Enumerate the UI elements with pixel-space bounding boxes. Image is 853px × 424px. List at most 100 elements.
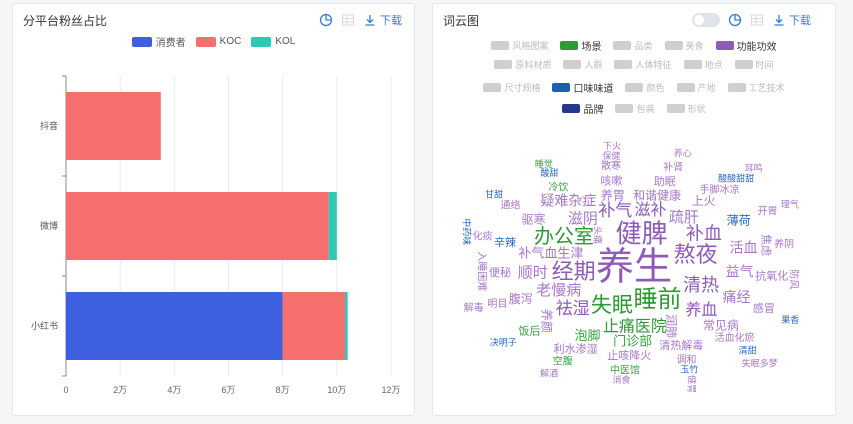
word-cloud-word[interactable]: 顺时	[518, 264, 548, 281]
tag-toggle[interactable]: 风格图案	[491, 38, 548, 53]
tag-toggle[interactable]: 产地	[676, 80, 716, 95]
word-cloud-word[interactable]: 活血	[729, 240, 757, 256]
word-cloud-word[interactable]: 办公室	[534, 225, 594, 248]
word-cloud-word[interactable]: 抗氧化	[755, 269, 788, 283]
bar-segment-KOL[interactable]	[328, 192, 337, 260]
word-cloud-word[interactable]: 咳嗽	[600, 173, 622, 187]
word-cloud-word[interactable]: 空腹	[553, 355, 573, 368]
word-cloud-word[interactable]: 甘甜	[485, 188, 503, 199]
pie-chart-icon[interactable]	[319, 13, 333, 27]
word-cloud-word[interactable]: 焦虑	[759, 234, 772, 256]
word-cloud-word[interactable]: 散寒	[601, 159, 621, 172]
word-cloud-word[interactable]: 经期	[552, 259, 596, 284]
word-cloud-word[interactable]: 中药味	[461, 218, 472, 245]
bar-segment-KOC[interactable]	[282, 292, 345, 360]
word-cloud-word[interactable]: 消食	[613, 374, 631, 385]
word-cloud-word[interactable]: 酸甜	[540, 167, 558, 178]
word-cloud-word[interactable]: 滋补	[634, 201, 666, 219]
word-cloud-word[interactable]: 开胃	[758, 205, 778, 217]
pie-chart-icon[interactable]	[728, 13, 742, 27]
download-button[interactable]: 下载	[363, 12, 402, 28]
word-cloud-word[interactable]: 益气	[726, 264, 754, 280]
word-cloud-word[interactable]: 门诊部	[613, 333, 652, 348]
table-icon[interactable]	[750, 13, 764, 27]
word-cloud-word[interactable]: 清甜	[739, 344, 757, 355]
bar-segment-消费者[interactable]	[66, 292, 283, 360]
word-cloud-word[interactable]: 养生	[596, 247, 672, 289]
word-cloud-word[interactable]: 调和	[676, 354, 696, 366]
word-cloud-word[interactable]: 冷饮	[548, 180, 568, 193]
word-cloud-word[interactable]: 止痛医院	[603, 318, 667, 336]
word-cloud-word[interactable]: 疑难杂症	[540, 192, 596, 208]
word-cloud-word[interactable]: 下火	[603, 141, 621, 151]
word-cloud-word[interactable]: 化痰	[473, 230, 493, 243]
word-cloud-word[interactable]: 助眠	[654, 174, 676, 188]
word-cloud-word[interactable]: 滋阴	[568, 210, 598, 227]
tag-toggle[interactable]: 美食	[664, 38, 704, 53]
tag-toggle[interactable]: 形状	[666, 101, 706, 116]
word-cloud-word[interactable]: 解酒	[540, 368, 558, 379]
word-cloud-word[interactable]: 养心	[674, 148, 692, 159]
word-cloud-word[interactable]: 腹泻	[509, 292, 533, 306]
word-cloud-word[interactable]: 酸酸甜甜	[718, 173, 754, 184]
tag-toggle[interactable]: 品类	[613, 38, 653, 53]
word-cloud-word[interactable]: 补血	[686, 224, 722, 244]
tag-toggle[interactable]: 颜色	[625, 80, 665, 95]
word-cloud-word[interactable]: 辛辣	[494, 235, 516, 249]
word-cloud-word[interactable]: 明目	[487, 298, 507, 310]
tag-toggle[interactable]: 地点	[683, 58, 723, 71]
word-cloud-word[interactable]: 清热解毒	[659, 338, 703, 352]
word-cloud-word[interactable]: 养血	[685, 301, 717, 319]
word-cloud-word[interactable]: 头痛	[593, 226, 604, 244]
word-cloud-word[interactable]: 补肾	[663, 161, 683, 174]
tag-toggle[interactable]: 尺寸规格	[483, 80, 540, 95]
bar-segment-KOC[interactable]	[66, 192, 329, 260]
tag-toggle[interactable]: 工艺技术	[727, 80, 785, 95]
word-cloud-word[interactable]: 上火	[692, 194, 716, 208]
word-cloud-word[interactable]: 失眠多梦	[742, 357, 778, 368]
word-cloud-word[interactable]: 理气	[781, 199, 799, 210]
word-cloud-word[interactable]: 补气血生津	[518, 246, 583, 261]
bar-segment-KOC[interactable]	[66, 92, 161, 160]
legend-item-consumer[interactable]: 消费者	[131, 34, 186, 49]
word-cloud-word[interactable]: 清热	[683, 275, 719, 295]
table-icon[interactable]	[341, 13, 355, 27]
word-cloud-word[interactable]: 便秘	[489, 265, 511, 279]
word-cloud-word[interactable]: 睡觉	[535, 158, 553, 169]
word-cloud-word[interactable]: 玉竹	[680, 364, 698, 375]
word-cloud-word[interactable]: 健脾	[616, 219, 668, 249]
word-cloud-word[interactable]: 润肺	[664, 314, 678, 338]
word-cloud-word[interactable]: 通络	[501, 199, 521, 212]
legend-item-kol[interactable]: KOL	[251, 34, 295, 49]
word-cloud-word[interactable]: 感冒	[753, 302, 775, 315]
word-cloud-word[interactable]: 薄荷	[727, 212, 751, 227]
word-cloud-word[interactable]: 熬夜	[674, 242, 718, 267]
tag-toggle[interactable]: 原料材质	[494, 58, 551, 71]
word-cloud-word[interactable]: 养阴	[774, 238, 794, 251]
word-cloud-word[interactable]: 泡脚	[575, 328, 601, 343]
word-cloud-word[interactable]: 常见病	[703, 318, 739, 333]
word-cloud-word[interactable]: 利水渗湿	[554, 341, 598, 355]
tag-toggle[interactable]: 品牌	[562, 101, 603, 116]
word-cloud-word[interactable]: 养颜	[539, 309, 554, 333]
word-cloud-word[interactable]: 保健	[602, 150, 620, 161]
word-cloud-word[interactable]: 失眠	[591, 294, 633, 317]
word-cloud-word[interactable]: 耳鸣	[745, 162, 763, 173]
word-cloud-word[interactable]: 睡前	[634, 286, 682, 313]
word-cloud-word[interactable]: 手脚冰凉	[699, 183, 739, 196]
word-cloud-word[interactable]: 决明子	[490, 337, 517, 348]
word-cloud-word[interactable]: 活血化瘀	[715, 331, 755, 344]
tag-toggle[interactable]: 口味味道	[552, 80, 613, 95]
tag-toggle[interactable]: 包装	[615, 101, 655, 116]
word-cloud-word[interactable]: 止咳降火	[607, 348, 651, 362]
legend-item-koc[interactable]: KOC	[195, 34, 241, 49]
word-cloud-word[interactable]: 防风	[788, 269, 801, 289]
word-cloud-word[interactable]: 果香	[781, 315, 799, 325]
word-cloud-word[interactable]: 老慢病	[536, 282, 581, 299]
download-button[interactable]: 下载	[772, 12, 811, 28]
tag-toggle[interactable]: 人体特征	[614, 58, 672, 71]
tag-toggle[interactable]: 功能功效	[715, 38, 777, 53]
tag-toggle[interactable]: 场景	[560, 38, 601, 53]
word-cloud-word[interactable]: 健胃	[686, 375, 697, 393]
tag-toggle[interactable]: 人群	[563, 58, 602, 71]
